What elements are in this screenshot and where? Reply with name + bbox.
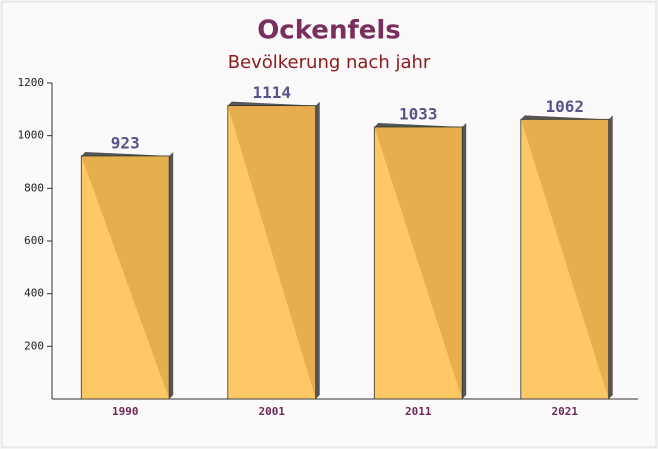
y-tick-label: 1200 — [18, 76, 45, 89]
chart-subtitle: Bevölkerung nach jahr — [228, 52, 431, 73]
y-tick-label: 1000 — [18, 129, 45, 142]
y-tick-label: 400 — [24, 287, 44, 300]
bar — [520, 118, 610, 400]
chart-title: Ockenfels — [257, 16, 401, 46]
x-tick-label: 1990 — [112, 405, 139, 418]
x-tick-label: 2011 — [405, 405, 432, 418]
value-label: 1062 — [545, 97, 584, 116]
value-label: 923 — [111, 133, 140, 152]
x-tick-label: 2001 — [259, 405, 286, 418]
bar — [227, 105, 317, 400]
bar — [373, 126, 463, 400]
y-tick-label: 200 — [24, 339, 44, 352]
y-tick-label: 600 — [24, 234, 44, 247]
value-label: 1033 — [399, 104, 438, 123]
y-tick-label: 800 — [24, 181, 44, 194]
value-label: 1114 — [252, 83, 291, 102]
x-tick-label: 2021 — [552, 405, 579, 418]
bar — [80, 155, 170, 400]
